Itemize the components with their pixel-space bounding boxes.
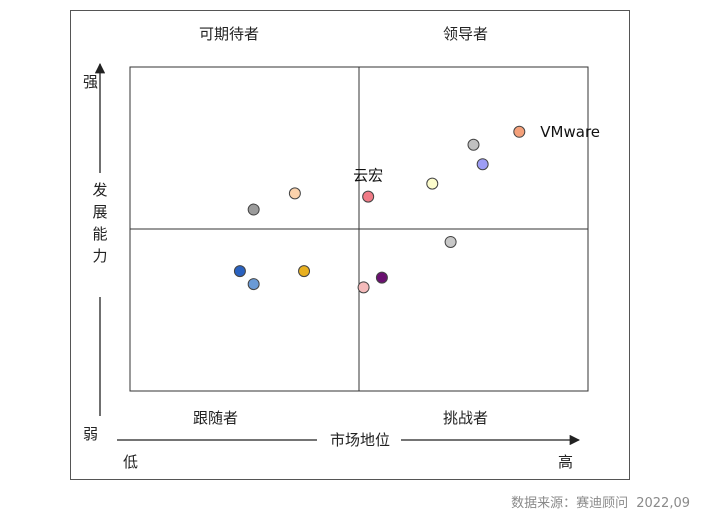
- quadrant-bottom-left-label: 跟随者: [193, 409, 239, 427]
- data-point: [467, 138, 480, 151]
- quadrant-top-right-label: 领导者: [443, 25, 489, 43]
- data-point: [247, 203, 260, 216]
- y-axis-label-char: 力: [92, 247, 107, 265]
- x-axis-label: 市场地位: [330, 431, 390, 449]
- chart-frame: 市场地位发展能力 VMware 云宏 可期待者 领导者 跟随者 挑战者 强 弱 低 …: [70, 10, 630, 480]
- data-point: [298, 265, 311, 278]
- source-note: 数据来源：赛迪顾问 2022,09: [507, 492, 690, 511]
- data-point: [426, 177, 439, 190]
- y-high-label: 强: [83, 73, 99, 91]
- x-low-label: 低: [123, 453, 139, 471]
- data-point-label: 云宏: [353, 167, 383, 185]
- x-high-label: 高: [558, 453, 574, 471]
- y-low-label: 弱: [83, 425, 99, 443]
- data-point: [362, 190, 375, 203]
- y-axis-label-char: 展: [92, 203, 107, 221]
- quadrant-bottom-right-label: 挑战者: [443, 409, 489, 427]
- y-axis-label-char: 发: [92, 181, 107, 199]
- data-point: [288, 187, 301, 200]
- data-point-label: VMware: [540, 123, 600, 141]
- data-point: [233, 265, 246, 278]
- data-point: [247, 278, 260, 291]
- data-point: [357, 281, 370, 294]
- data-point: [375, 271, 388, 284]
- data-point: [513, 125, 526, 138]
- y-axis-label-char: 能: [92, 225, 107, 243]
- quadrant-top-left-label: 可期待者: [199, 25, 260, 43]
- data-point: [476, 158, 489, 171]
- source-date: 2022,09: [636, 496, 690, 511]
- data-point: [444, 235, 457, 248]
- source-label: 数据来源：赛迪顾问: [511, 496, 629, 511]
